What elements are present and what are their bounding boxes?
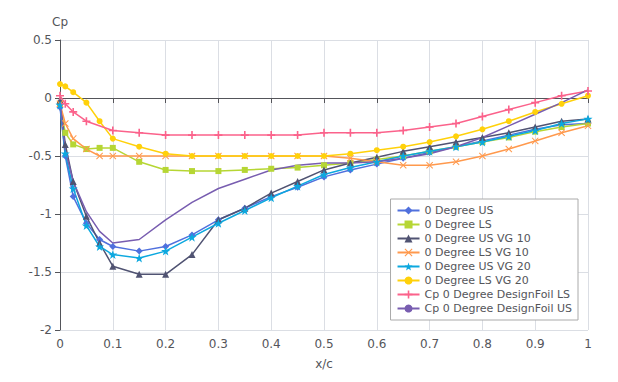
- svg-text:0.6: 0.6: [367, 337, 386, 351]
- svg-text:1: 1: [584, 337, 592, 351]
- svg-text:0 Degree LS VG 20: 0 Degree LS VG 20: [425, 274, 529, 287]
- svg-text:x/c: x/c: [315, 357, 333, 371]
- svg-text:0.2: 0.2: [156, 337, 175, 351]
- svg-text:0.5: 0.5: [314, 337, 333, 351]
- svg-text:0.5: 0.5: [33, 33, 52, 47]
- svg-text:0: 0: [56, 337, 64, 351]
- svg-text:0.1: 0.1: [103, 337, 122, 351]
- svg-text:Cp: Cp: [52, 15, 68, 29]
- svg-text:0 Degree US: 0 Degree US: [425, 204, 494, 217]
- svg-text:-2: -2: [40, 323, 52, 337]
- svg-text:0 Degree US VG 10: 0 Degree US VG 10: [425, 232, 531, 245]
- svg-text:0.7: 0.7: [420, 337, 439, 351]
- svg-text:0: 0: [44, 91, 52, 105]
- svg-text:0 Degree LS: 0 Degree LS: [425, 218, 492, 231]
- svg-text:0.9: 0.9: [526, 337, 545, 351]
- svg-text:Cp 0 Degree DesignFoil US: Cp 0 Degree DesignFoil US: [425, 302, 572, 315]
- svg-text:Cp 0 Degree DesignFoil LS: Cp 0 Degree DesignFoil LS: [425, 288, 571, 301]
- svg-text:-1: -1: [40, 207, 52, 221]
- svg-text:0.3: 0.3: [209, 337, 228, 351]
- svg-text:0.8: 0.8: [473, 337, 492, 351]
- svg-text:0.4: 0.4: [262, 337, 281, 351]
- svg-text:-0.5: -0.5: [29, 149, 52, 163]
- svg-text:-1.5: -1.5: [29, 265, 52, 279]
- svg-text:0 Degree US VG 20: 0 Degree US VG 20: [425, 260, 531, 273]
- svg-text:0 Degree LS VG 10: 0 Degree LS VG 10: [425, 246, 529, 259]
